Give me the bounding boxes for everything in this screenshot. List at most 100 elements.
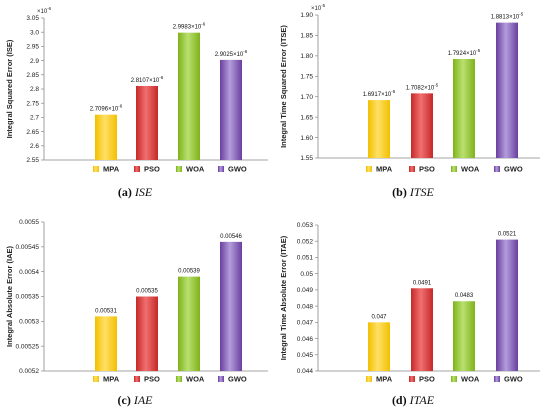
y-tick-label: 0.044 [297,368,314,375]
panel-caption: (d) ITAE [392,393,435,407]
y-axis-label: Integral Time Squared Error (ITSE) [279,25,288,148]
data-label-gwo: 2.9025×10-6 [215,49,248,58]
bar-gwo [496,239,518,371]
y-tick-label: 0.00535 [16,294,40,301]
y-tick-label: 1.60 [300,135,313,142]
y-tick-label: 0.00545 [16,244,40,251]
bar-pso [136,296,158,371]
legend-swatch-mpa [93,376,99,382]
legend: MPA PSO WOA GWO [366,375,523,384]
bar-pso [411,93,433,158]
y-tick-label: 0.049 [297,287,314,294]
bar-woa [178,32,200,160]
y-tick-label: 3.05 [26,15,39,22]
bar-woa [178,276,200,371]
axis-multiplier: ×10-6 [37,6,52,15]
chart-panel-iae: 0.0052 0.00525 0.0053 0.00535 0.0054 0.00545 0… [5,219,268,407]
panel-caption: (b) ITSE [392,185,434,199]
data-label-mpa: 0.00531 [95,308,117,314]
y-tick-label: 2.75 [26,100,39,107]
legend-swatch-pso [134,166,140,172]
y-axis-label: Integral Squared Error (ISE) [5,39,14,138]
y-tick-label: 2.7 [30,115,39,122]
y-tick-label: 2.65 [26,129,39,136]
chart-panel-itae: 0.044 0.045 0.046 0.047 0.048 0.049 0.05 0.051 0… [279,222,540,407]
legend-label-gwo: GWO [228,165,247,174]
legend-swatch-mpa [93,166,99,172]
y-tick-label: 2.6 [30,143,39,150]
bar-woa [453,58,475,159]
data-label-gwo: 0.00546 [220,234,242,240]
data-label-woa: 0.0483 [455,293,474,299]
legend-swatch-pso [409,376,415,382]
legend-swatch-mpa [366,166,372,172]
legend-label-woa: WOA [461,165,480,174]
y-tick-label: 0.0054 [19,269,39,276]
legend-swatch-woa [451,166,457,172]
y-tick-label: 2.9 [30,58,39,65]
legend: MPA PSO WOA GWO [93,375,247,384]
y-tick-label: 0.0052 [19,368,39,375]
legend-label-pso: PSO [144,375,160,384]
y-tick-label: 2.85 [26,72,39,79]
data-label-woa: 2.9983×10-6 [173,22,206,31]
bar-gwo [220,59,242,160]
y-tick-label: 0.051 [297,255,314,262]
bar-woa [453,301,475,371]
data-label-gwo: 0.0521 [498,232,517,238]
y-tick-label: 0.047 [297,320,314,327]
y-tick-label: 0.05 [300,271,313,278]
data-label-pso: 1.7082×10-5 [406,82,439,91]
y-tick-label: 1.90 [300,12,313,19]
bar-mpa [368,322,390,371]
y-tick-label: 0.00525 [16,343,40,350]
data-label-gwo: 1.8813×10-5 [491,12,524,21]
y-tick-label: 1.65 [300,114,313,121]
bar-mpa [95,114,117,160]
bar-gwo [220,241,242,371]
data-label-woa: 0.00539 [178,269,200,275]
legend-label-mpa: MPA [376,375,393,384]
legend-swatch-gwo [494,376,500,382]
y-tick-label: 1.75 [300,73,313,80]
y-axis-label: Integral Absolute Error (IAE) [5,246,14,347]
legend-label-gwo: GWO [504,165,523,174]
legend-label-mpa: MPA [103,375,120,384]
data-label-pso: 2.8107×10-6 [131,75,164,84]
y-tick-label: 0.048 [297,303,314,310]
legend: MPA PSO WOA GWO [93,165,247,174]
y-tick-label: 0.0055 [19,219,39,226]
y-tick-label: 1.55 [300,155,313,162]
y-tick-label: 0.052 [297,238,314,245]
legend-swatch-woa [451,376,457,382]
y-tick-label: 0.046 [297,336,314,343]
y-tick-label: 3.0 [30,29,39,36]
y-tick-label: 1.70 [300,94,313,101]
legend-swatch-mpa [366,376,372,382]
legend-swatch-woa [176,376,182,382]
data-label-pso: 0.00535 [136,289,158,295]
y-tick-label: 2.8 [30,86,39,93]
legend-swatch-woa [176,166,182,172]
y-tick-label: 2.55 [26,157,39,164]
data-label-mpa: 1.6917×10-5 [363,89,396,98]
legend: MPA PSO WOA GWO [366,165,523,174]
axis-multiplier: ×10-5 [311,3,326,12]
legend-label-mpa: MPA [376,165,393,174]
y-tick-label: 0.0053 [19,319,39,326]
bar-gwo [496,22,518,158]
legend-label-woa: WOA [186,375,205,384]
data-label-mpa: 0.047 [371,314,387,320]
legend-label-pso: PSO [419,165,435,174]
legend-label-woa: WOA [461,375,480,384]
data-label-woa: 1.7924×10-5 [448,48,481,57]
bar-mpa [95,316,117,371]
y-tick-label: 1.85 [300,33,313,40]
legend-label-woa: WOA [186,165,205,174]
y-tick-label: 2.95 [26,44,39,51]
legend-swatch-pso [409,166,415,172]
bar-pso [411,288,433,371]
bar-pso [136,85,158,160]
panel-caption: (c) IAE [118,393,154,407]
